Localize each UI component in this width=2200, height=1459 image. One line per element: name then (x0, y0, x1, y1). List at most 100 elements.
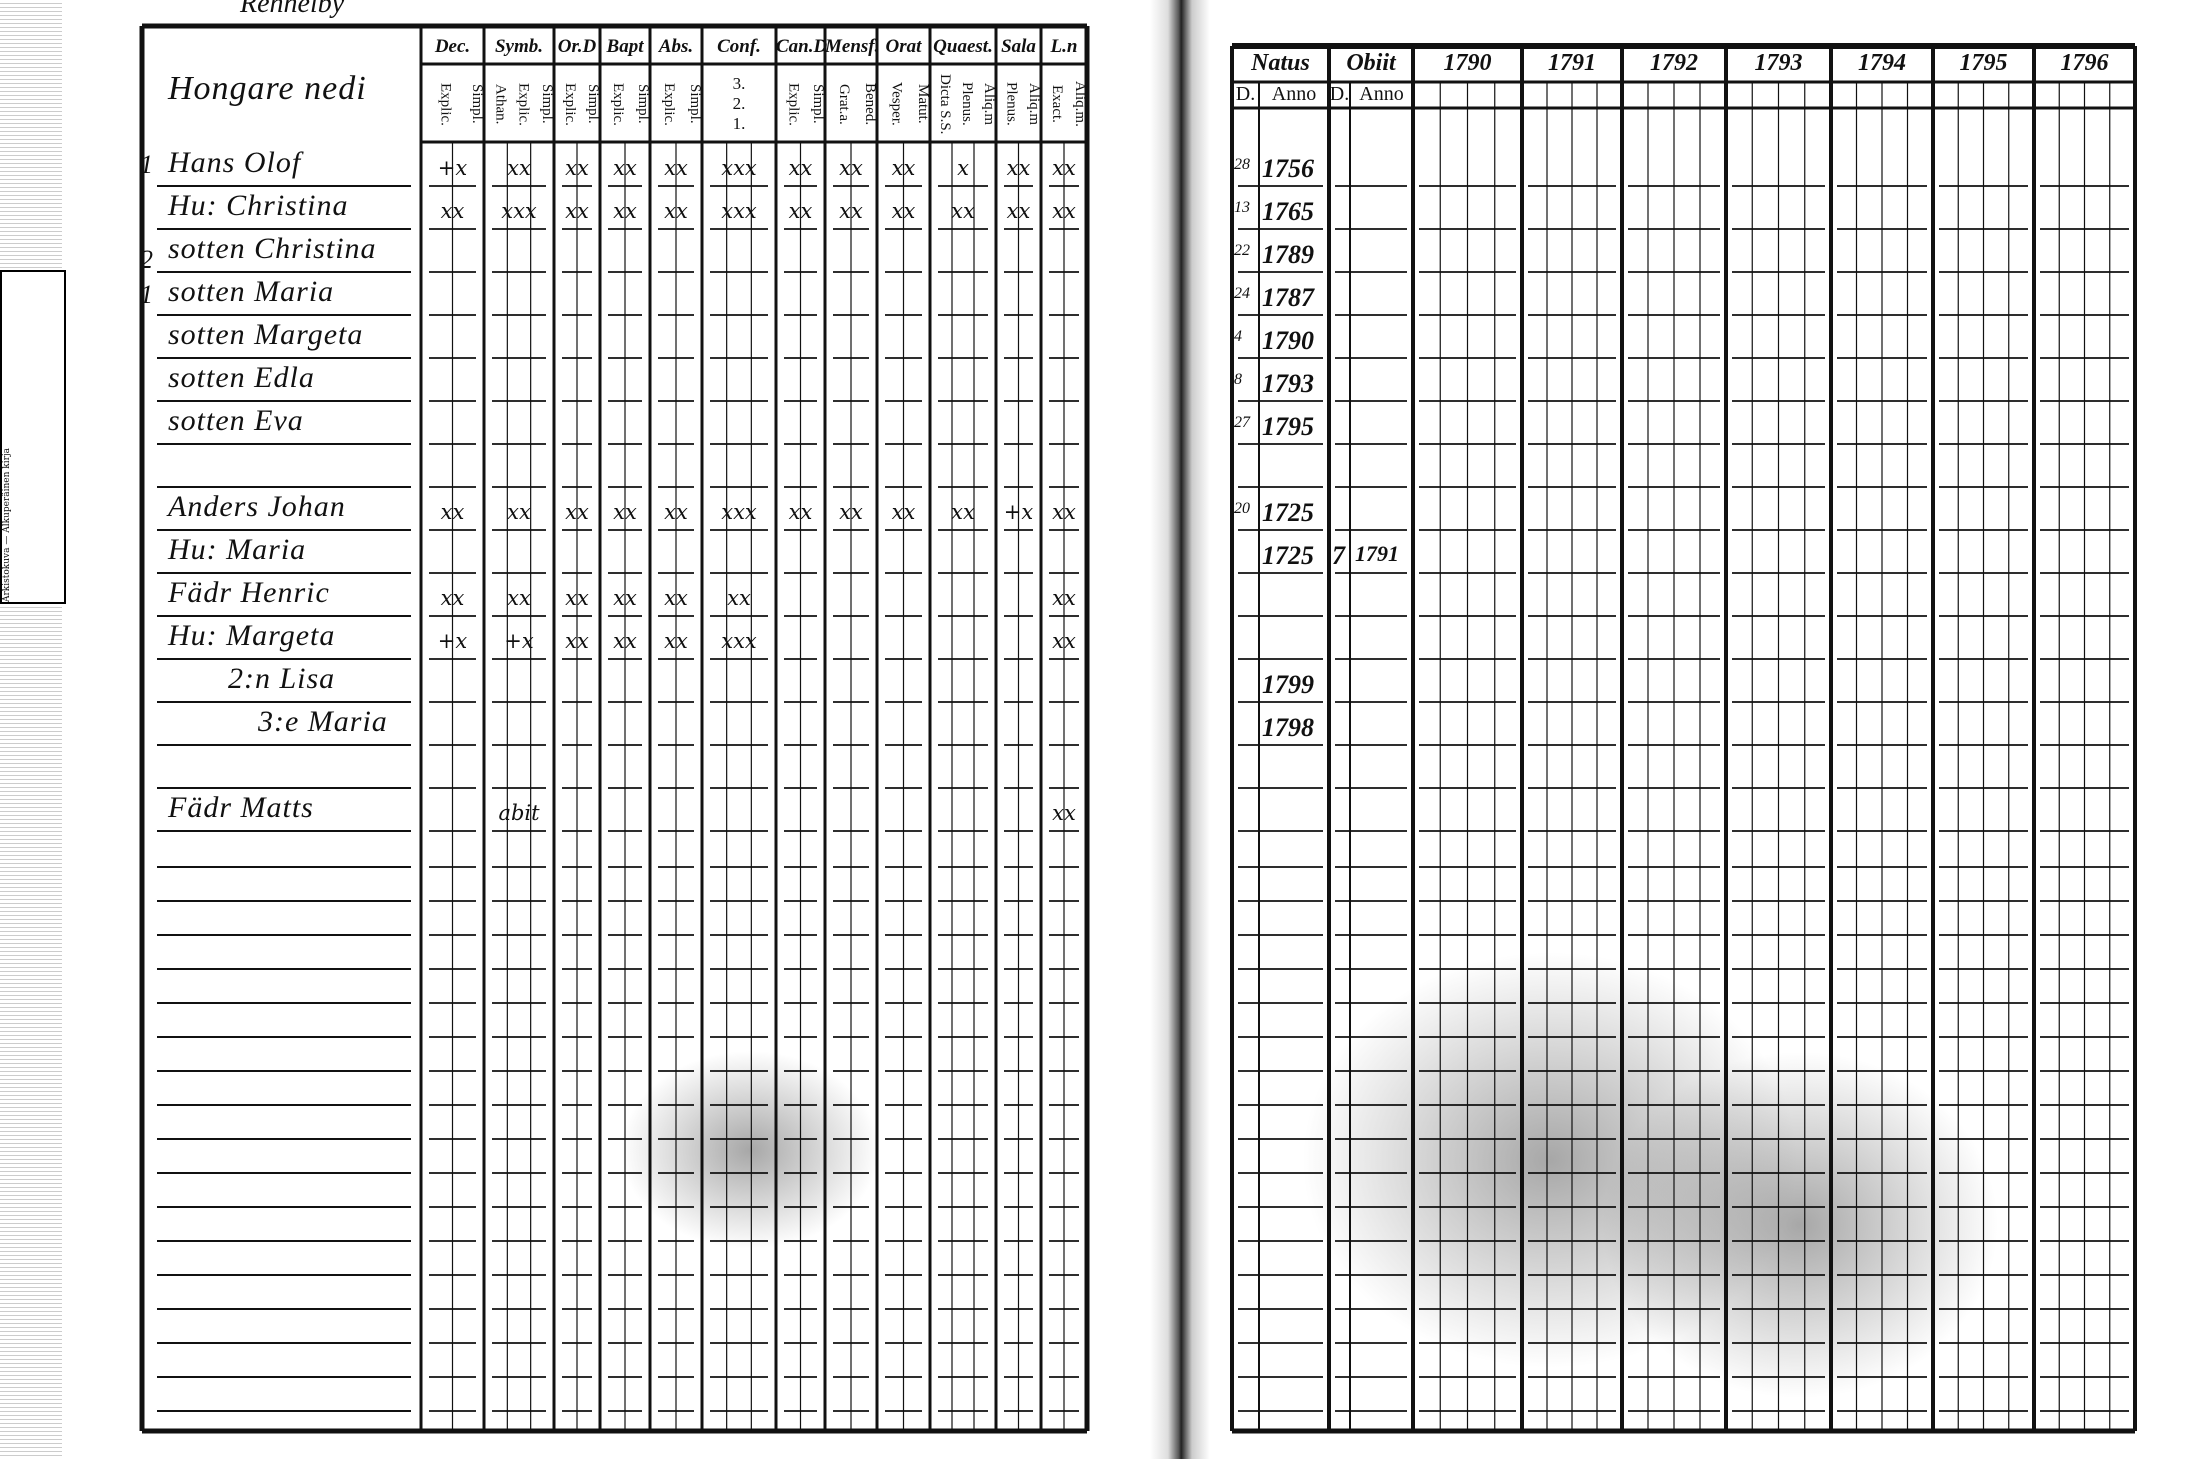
page-top-scribble: Rennelby (240, 0, 345, 19)
catechism-mark: xx (613, 199, 637, 223)
column-subheader: D. (1329, 83, 1350, 105)
column-subheader: Aliq.m (981, 82, 997, 126)
column-subheader: Explic. (610, 82, 626, 126)
person-name: 3:e Maria (258, 705, 388, 738)
catechism-mark: +x (504, 629, 534, 653)
column-header: Natus (1251, 50, 1310, 76)
catechism-mark: xx (1006, 199, 1031, 223)
death-day: 7 (1332, 541, 1345, 570)
catechism-mark: xx (727, 586, 751, 610)
column-subheader: Matut. (915, 84, 931, 124)
catechism-mark: xx (440, 199, 465, 223)
catechism-mark: xx (839, 199, 863, 223)
catechism-mark: xx (839, 500, 863, 524)
death-year: 1791 (1355, 541, 1399, 566)
column-subheader: D. (1235, 83, 1256, 105)
catechism-mark: xx (565, 156, 589, 180)
catechism-mark: xx (664, 629, 688, 653)
catechism-mark: xx (664, 500, 688, 524)
catechism-mark: +x (1003, 500, 1034, 524)
column-header: Orat (885, 36, 922, 57)
column-subheader: Simpl. (810, 84, 826, 124)
column-subheader: 2. (732, 94, 746, 113)
catechism-mark: xxx (721, 500, 757, 524)
birth-day: 20 (1234, 500, 1250, 517)
column-subheader: Explic. (562, 82, 578, 126)
catechism-mark: xx (507, 156, 531, 180)
book-spine (1150, 0, 1210, 1459)
column-header: L.n (1050, 36, 1078, 57)
column-subheader: Simpl. (469, 84, 485, 124)
column-header: 1795 (1959, 50, 2008, 76)
column-header: Obiit (1346, 50, 1396, 76)
birth-year: 1756 (1262, 154, 1314, 183)
catechism-mark: xx (788, 500, 813, 524)
birth-day: 4 (1234, 328, 1242, 345)
person-name: Anders Johan (168, 490, 346, 523)
birth-year: 1787 (1262, 283, 1314, 312)
catechism-mark: +x (437, 156, 468, 180)
catechism-mark: xx (1052, 801, 1076, 825)
column-header: Mensf. (825, 36, 880, 57)
person-name: Hans Olof (168, 146, 302, 179)
column-header: Abs. (658, 36, 694, 57)
column-subheader: Bened. (862, 82, 878, 126)
catechism-mark: xx (891, 156, 916, 180)
person-name: 2:n Lisa (228, 662, 336, 695)
person-name: Hu: Christina (168, 189, 349, 222)
catechism-mark: xx (664, 586, 688, 610)
catechism-mark: xx (565, 500, 589, 524)
column-subheader: Explic. (661, 82, 677, 126)
birth-day: 22 (1234, 242, 1250, 259)
catechism-mark: xx (1052, 629, 1076, 653)
person-name: Hu: Margeta (168, 619, 336, 652)
household-number: 2 (140, 245, 153, 274)
column-subheader: Athan. (492, 83, 509, 125)
birth-year: 1725 (1262, 541, 1314, 570)
catechism-mark: xx (1052, 199, 1076, 223)
person-name: Fädr Matts (168, 791, 314, 824)
catechism-mark: xx (613, 586, 637, 610)
catechism-mark: xx (1052, 500, 1076, 524)
person-name: Fädr Henric (168, 576, 330, 609)
column-header: Bapt (606, 36, 644, 57)
column-header: Or.D (557, 36, 597, 57)
birth-day: 27 (1234, 414, 1250, 431)
catechism-mark: xx (664, 156, 688, 180)
catechism-mark: xx (788, 199, 813, 223)
catechism-mark: xx (440, 500, 465, 524)
catechism-mark: xx (565, 629, 589, 653)
catechism-mark: xx (1006, 156, 1031, 180)
column-header: Sala (1001, 36, 1036, 57)
column-subheader: Dicta S.S. (937, 73, 953, 135)
column-subheader: Anno (1271, 83, 1317, 105)
catechism-mark: xx (507, 500, 531, 524)
column-header: 1791 (1548, 50, 1596, 76)
person-name: sotten Eva (168, 404, 304, 437)
birth-day: 8 (1234, 371, 1242, 388)
column-header: 1790 (1443, 50, 1492, 76)
catechism-mark: xxx (501, 199, 537, 223)
name-column-header: Hongare nedi (168, 70, 367, 107)
catechism-mark: xx (951, 199, 975, 223)
catechism-mark: xx (1052, 156, 1076, 180)
column-subheader: Simpl. (635, 84, 651, 124)
catechism-mark: xxx (721, 199, 757, 223)
column-subheader: Simpl. (687, 84, 703, 124)
person-name: sotten Edla (168, 361, 315, 394)
catechism-mark: xx (565, 199, 589, 223)
catechism-mark: xx (613, 156, 637, 180)
column-header: 1794 (1858, 50, 1906, 76)
column-subheader: Vesper. (888, 82, 905, 126)
column-subheader: Plenus. (959, 82, 975, 126)
column-subheader: Exact. (1049, 85, 1065, 123)
catechism-mark: xx (1052, 586, 1076, 610)
catechism-mark: xx (613, 500, 637, 524)
catechism-mark: xx (788, 156, 813, 180)
catechism-mark: xx (507, 586, 531, 610)
column-header: 1792 (1650, 50, 1698, 76)
column-header: Can.D (776, 36, 828, 57)
birth-year: 1790 (1262, 326, 1314, 355)
column-subheader: Aliq.m (1026, 82, 1042, 126)
